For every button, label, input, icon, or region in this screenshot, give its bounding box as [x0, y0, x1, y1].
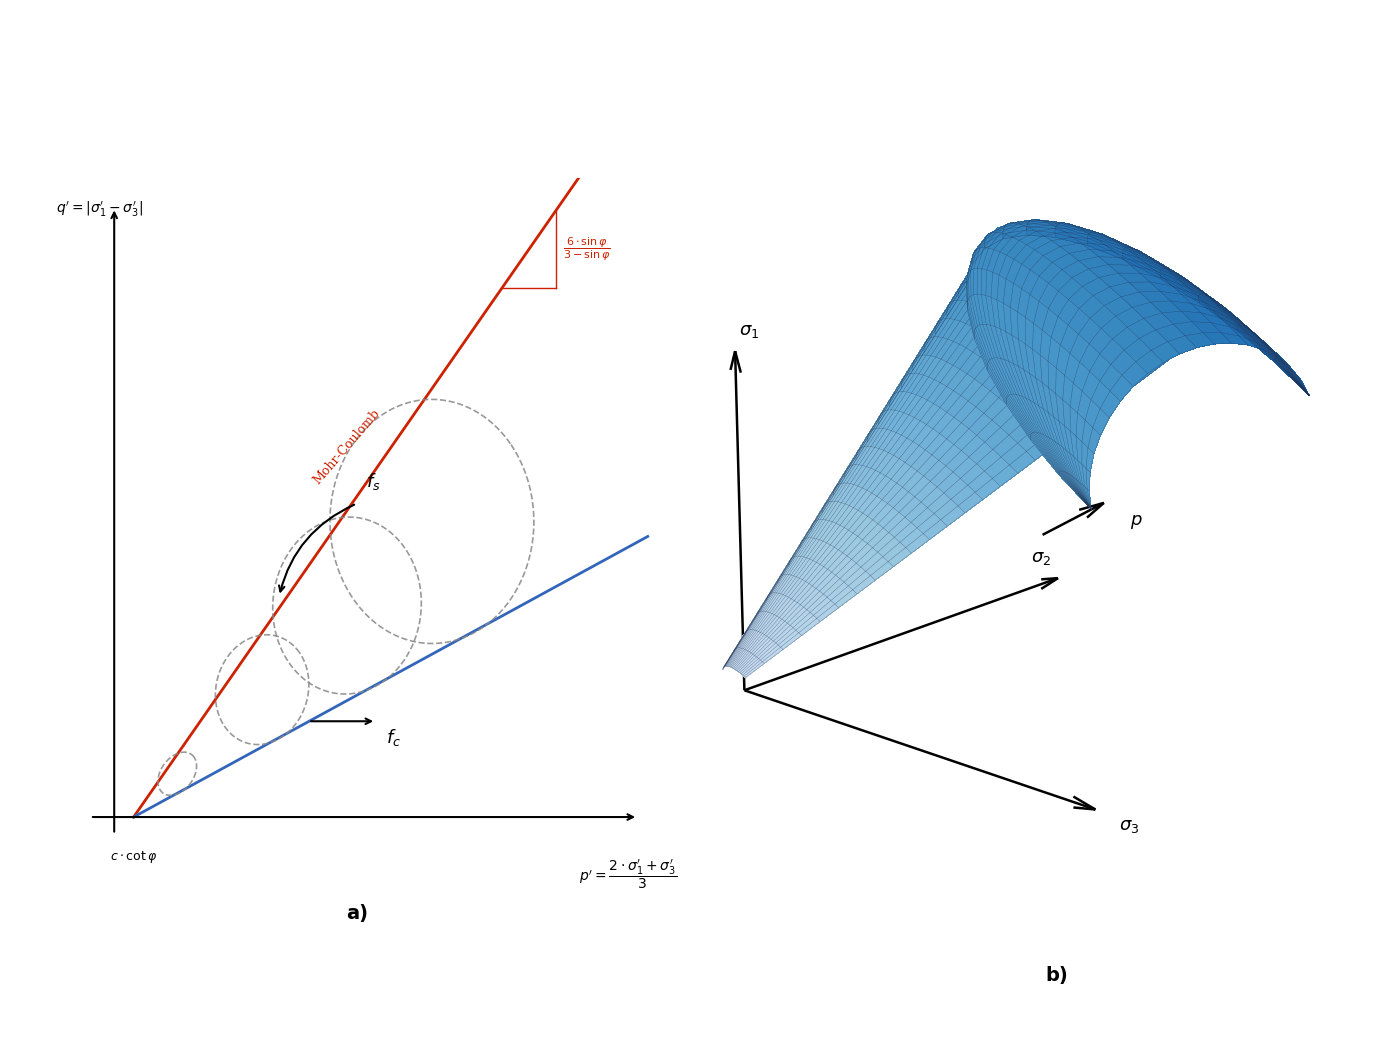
Text: b): b)	[1046, 966, 1068, 985]
Text: a): a)	[346, 904, 368, 923]
Text: $q' = |\sigma_1' - \sigma_3'|$: $q' = |\sigma_1' - \sigma_3'|$	[56, 200, 143, 219]
Text: Mohr-Coulomb: Mohr-Coulomb	[311, 407, 384, 487]
Text: $\dfrac{6 \cdot \sin\varphi}{3 - \sin\varphi}$: $\dfrac{6 \cdot \sin\varphi}{3 - \sin\va…	[563, 235, 610, 264]
Text: $f_c$: $f_c$	[386, 727, 400, 748]
Text: $f_s$: $f_s$	[367, 471, 381, 492]
Text: $p' = \dfrac{2 \cdot \sigma_1' + \sigma_3'}{3}$: $p' = \dfrac{2 \cdot \sigma_1' + \sigma_…	[580, 858, 678, 891]
Text: $c \cdot \cot\varphi$: $c \cdot \cot\varphi$	[111, 849, 157, 865]
